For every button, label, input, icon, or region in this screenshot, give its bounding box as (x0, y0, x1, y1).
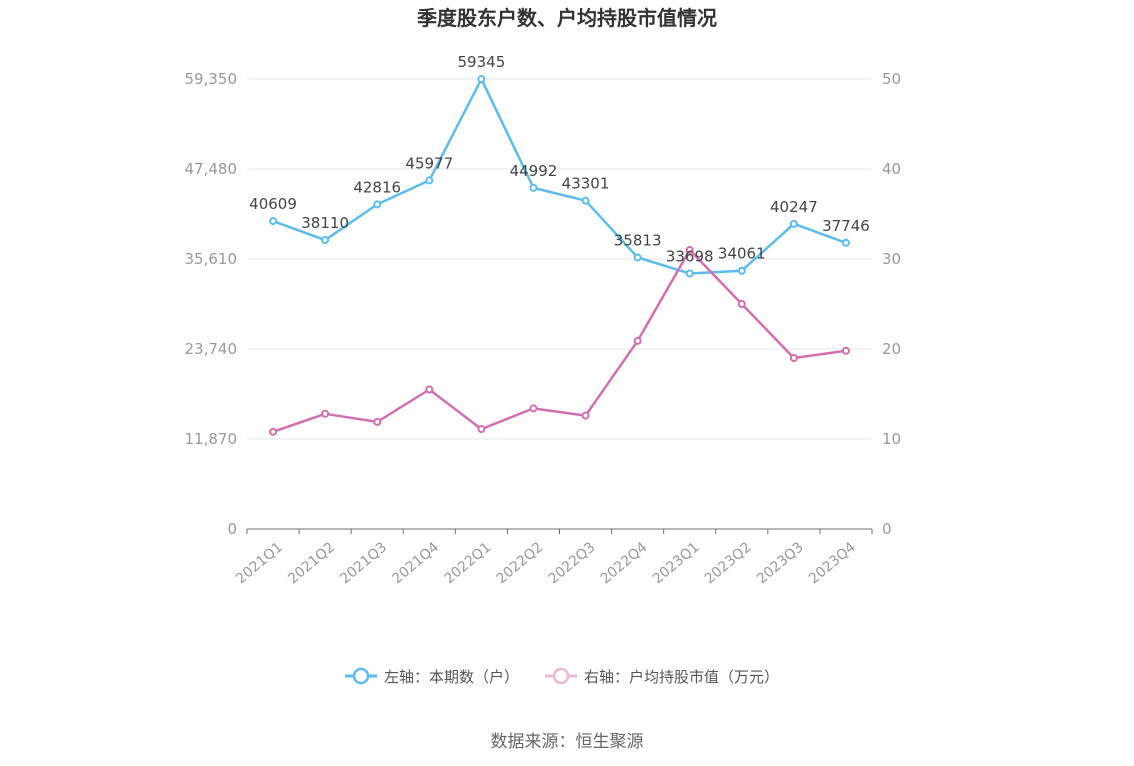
data-point (477, 75, 486, 84)
x-tick-label: 2023Q3 (754, 539, 807, 587)
data-point (789, 354, 798, 362)
data-point (529, 183, 538, 192)
data-label: 45977 (405, 154, 453, 172)
left-tick-label: 23,740 (185, 340, 238, 358)
data-point (633, 336, 642, 345)
data-label: 43301 (562, 175, 610, 193)
right-tick-label: 30 (882, 250, 901, 268)
data-point (269, 427, 278, 436)
legend-marker (352, 667, 370, 685)
x-tick-label: 2022Q4 (598, 539, 651, 587)
chart-title: 季度股东户数、户均持股市值情况 (416, 6, 717, 30)
data-point (269, 217, 278, 226)
right-tick-label: 50 (882, 70, 901, 88)
left-tick-label: 35,610 (185, 250, 238, 268)
x-tick-label: 2021Q4 (389, 539, 442, 587)
data-point (737, 266, 746, 275)
data-label: 35813 (614, 231, 662, 249)
data-point (581, 196, 590, 205)
left-tick-label: 11,870 (185, 430, 238, 448)
series-line-right (272, 248, 847, 433)
left-tick-label: 0 (227, 520, 237, 538)
data-point (373, 417, 382, 426)
data-label: 59345 (458, 53, 506, 71)
data-point (321, 409, 330, 418)
x-tick-label: 2021Q1 (233, 539, 286, 587)
legend-label: 左轴：本期数（户） (384, 668, 519, 686)
data-label: 38110 (301, 214, 349, 232)
series-layer (269, 75, 850, 436)
grid-lines (247, 78, 872, 440)
data-point (633, 253, 642, 262)
x-tick-label: 2021Q3 (337, 539, 390, 587)
data-point (477, 425, 486, 434)
data-point (685, 269, 694, 278)
data-point (321, 236, 330, 245)
data-label: 33698 (666, 247, 714, 265)
x-tick-label: 2022Q2 (493, 539, 546, 587)
x-tick-label: 2023Q1 (650, 539, 703, 587)
data-label: 34061 (718, 245, 766, 263)
source-note: 数据来源：恒生聚源 (491, 732, 644, 752)
series-line-left (272, 77, 847, 275)
data-point (425, 385, 434, 394)
legend: 左轴：本期数（户） 右轴：户均持股市值（万元） (345, 667, 779, 686)
data-point (373, 200, 382, 209)
x-tick-label: 2022Q3 (546, 539, 599, 587)
left-tick-label: 59,350 (185, 70, 238, 88)
right-tick-label: 10 (882, 430, 901, 448)
data-point (529, 404, 538, 413)
x-tick-label: 2022Q1 (441, 539, 494, 587)
legend-label: 右轴：户均持股市值（万元） (584, 668, 779, 686)
data-point (789, 219, 798, 228)
data-point (737, 300, 746, 308)
x-tick-label: 2021Q2 (285, 539, 338, 587)
left-tick-label: 47,480 (185, 160, 238, 178)
data-label: 40609 (249, 195, 297, 213)
data-point (841, 346, 850, 355)
data-label: 44992 (510, 162, 558, 180)
right-tick-label: 40 (882, 160, 901, 178)
right-tick-label: 0 (882, 520, 892, 538)
data-label: 40247 (770, 198, 818, 216)
data-label: 37746 (822, 217, 870, 235)
x-tick-label: 2023Q2 (702, 539, 755, 587)
data-point (425, 176, 434, 185)
right-tick-label: 20 (882, 340, 901, 358)
data-point (841, 238, 850, 247)
legend-marker (552, 667, 570, 685)
axes: 0 0 11,870 10 23,740 20 35,610 30 47,480 40 59,350… (185, 70, 902, 587)
data-point (581, 411, 590, 420)
data-point (685, 246, 694, 254)
data-label: 42816 (353, 178, 401, 196)
x-tick-label: 2023Q4 (806, 539, 859, 587)
